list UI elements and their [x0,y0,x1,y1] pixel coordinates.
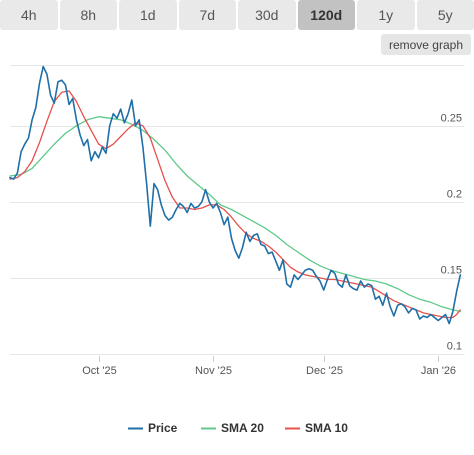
legend-label[interactable]: SMA 20 [221,421,264,435]
tab-1y[interactable]: 1y [357,0,415,30]
y-tick-label: 0.2 [447,189,462,201]
tab-8h[interactable]: 8h [59,0,117,30]
y-tick-label: 0.1 [447,341,462,353]
y-tick-label: 0.15 [441,265,462,277]
x-tick-label: Dec '25 [306,365,343,377]
tab-7d[interactable]: 7d [178,0,236,30]
grid-lines [10,65,464,355]
x-tick-label: Oct '25 [82,365,117,377]
x-tick-label: Jan '26 [421,365,456,377]
tab-4h[interactable]: 4h [0,0,58,30]
chart-legend: Price SMA 20 SMA 10 [128,421,348,435]
series-line-sma-20 [9,116,461,313]
tab-5y[interactable]: 5y [416,0,474,30]
tab-30d[interactable]: 30d [238,0,296,30]
remove-graph-button[interactable]: remove graph [380,34,471,55]
series-line-sma-10 [9,90,461,319]
legend-label[interactable]: Price [148,421,178,435]
legend-label[interactable]: SMA 10 [305,421,348,435]
series-lines [9,65,462,325]
x-tick-label: Nov '25 [195,365,232,377]
tab-1d[interactable]: 1d [119,0,177,30]
y-tick-label: 0.25 [441,113,462,125]
x-axis-ticks: Oct '25 Nov '25 Dec '25 Jan '26 [82,356,456,377]
timeframe-tabs: 4h 8h 1d 7d 30d 120d 1y 5y [0,0,474,30]
tab-120d[interactable]: 120d [297,0,355,30]
series-line-price [9,65,462,325]
y-axis-ticks: 0.25 0.2 0.15 0.1 [441,113,462,353]
